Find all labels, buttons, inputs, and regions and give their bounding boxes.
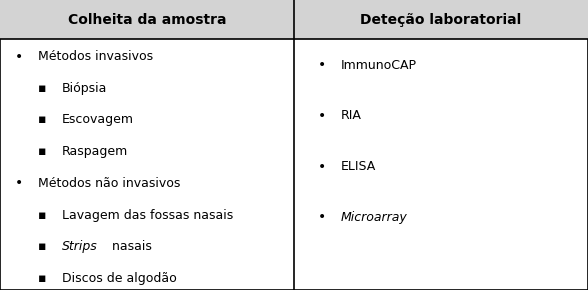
Text: ELISA: ELISA: [341, 160, 376, 173]
Text: ▪: ▪: [38, 145, 46, 158]
Text: •: •: [318, 58, 326, 72]
Text: Colheita da amostra: Colheita da amostra: [68, 12, 226, 27]
Text: RIA: RIA: [341, 110, 362, 122]
Bar: [0, 0, 588, 39]
Text: Métodos não invasivos: Métodos não invasivos: [38, 177, 181, 190]
Text: ImmunoCAP: ImmunoCAP: [341, 59, 417, 72]
Text: Métodos invasivos: Métodos invasivos: [38, 50, 153, 63]
Text: •: •: [318, 109, 326, 123]
Text: Microarray: Microarray: [341, 211, 408, 224]
Text: Raspagem: Raspagem: [62, 145, 128, 158]
Text: Biópsia: Biópsia: [62, 82, 107, 95]
Text: ▪: ▪: [38, 82, 46, 95]
Text: Escovagem: Escovagem: [62, 113, 133, 126]
Text: ▪: ▪: [38, 209, 46, 222]
Text: •: •: [15, 176, 23, 190]
Text: ▪: ▪: [38, 113, 46, 126]
Text: Lavagem das fossas nasais: Lavagem das fossas nasais: [62, 209, 233, 222]
Text: ▪: ▪: [38, 272, 46, 285]
Text: •: •: [318, 211, 326, 224]
Text: nasais: nasais: [108, 240, 152, 253]
Text: Strips: Strips: [62, 240, 98, 253]
Text: Deteção laboratorial: Deteção laboratorial: [360, 12, 522, 27]
Text: ▪: ▪: [38, 240, 46, 253]
Text: Discos de algodão: Discos de algodão: [62, 272, 176, 285]
Text: •: •: [318, 160, 326, 174]
Text: •: •: [15, 50, 23, 64]
